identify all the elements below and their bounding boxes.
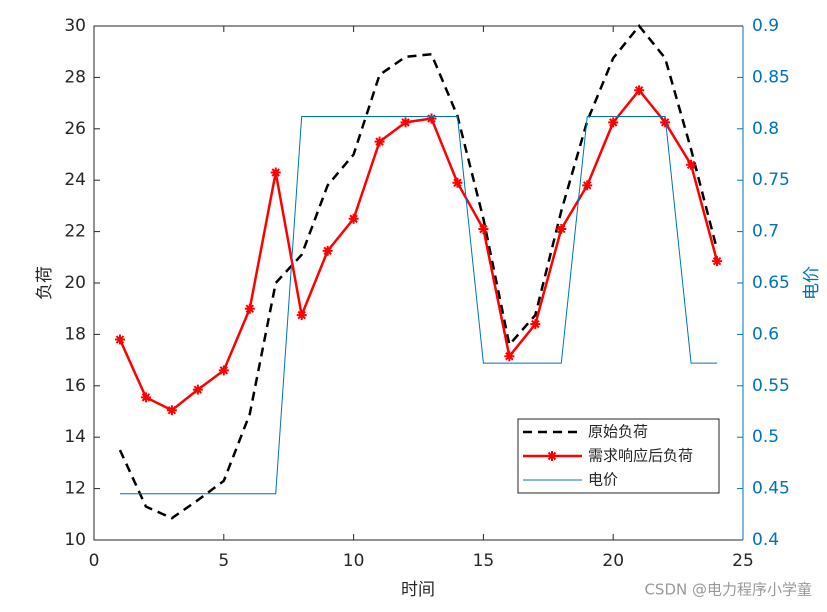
y-axis-label: 负荷 xyxy=(35,266,55,300)
marker xyxy=(530,319,541,330)
watermark: CSDN @电力程序小学童 xyxy=(644,581,812,599)
marker xyxy=(582,180,593,191)
y2-tick-label: 0.45 xyxy=(752,479,790,499)
y-tick-label: 20 xyxy=(64,273,86,293)
y-tick-label: 30 xyxy=(64,16,86,36)
x-axis-label: 时间 xyxy=(401,580,435,600)
y2-tick-label: 0.75 xyxy=(752,170,790,190)
axis-frame xyxy=(93,25,743,541)
marker xyxy=(166,405,177,416)
marker xyxy=(270,167,281,178)
y2-tick-label: 0.8 xyxy=(752,119,779,139)
marker xyxy=(712,256,723,267)
y2-tick-label: 0.7 xyxy=(752,222,779,242)
legend-label: 原始负荷 xyxy=(588,423,648,441)
y2-tick-label: 0.5 xyxy=(752,427,779,447)
marker xyxy=(660,117,671,128)
marker xyxy=(556,224,567,235)
y2-tick-label: 0.9 xyxy=(752,16,779,36)
series-line xyxy=(118,88,719,412)
legend-marker xyxy=(547,451,557,461)
y-tick-label: 16 xyxy=(64,376,86,396)
y-tick-label: 24 xyxy=(64,170,86,190)
y2-tick-label: 0.85 xyxy=(752,67,790,87)
marker xyxy=(634,85,645,96)
marker xyxy=(244,303,255,314)
y-tick-label: 26 xyxy=(64,119,86,139)
y2-axis-label: 电价 xyxy=(802,266,822,300)
legend-label: 需求响应后负荷 xyxy=(588,447,693,465)
y2-tick-label: 0.6 xyxy=(752,324,779,344)
y-tick-label: 28 xyxy=(64,67,86,87)
y-tick-label: 14 xyxy=(64,427,86,447)
y-tick-label: 10 xyxy=(64,530,86,550)
y-tick-label: 22 xyxy=(64,222,86,242)
x-tick-label: 15 xyxy=(473,551,495,571)
marker xyxy=(218,365,229,376)
marker xyxy=(296,310,307,321)
legend-label: 电价 xyxy=(588,471,618,489)
marker xyxy=(322,245,333,256)
marker xyxy=(452,177,463,188)
x-tick-label: 0 xyxy=(89,551,100,571)
marker xyxy=(192,384,203,395)
y2-tick-label: 0.4 xyxy=(752,530,779,550)
y2-tick-label: 0.65 xyxy=(752,273,790,293)
y2-tick-label: 0.55 xyxy=(752,376,790,396)
x-tick-label: 20 xyxy=(602,551,624,571)
marker xyxy=(374,136,385,147)
marker xyxy=(686,159,697,170)
x-tick-label: 25 xyxy=(732,551,754,571)
marker xyxy=(114,334,125,345)
x-tick-label: 5 xyxy=(218,551,229,571)
series-line xyxy=(119,115,718,495)
marker xyxy=(400,117,411,128)
marker xyxy=(426,113,437,124)
y-tick-label: 18 xyxy=(64,324,86,344)
x-tick-label: 10 xyxy=(343,551,365,571)
marker xyxy=(504,351,515,362)
y-tick-label: 12 xyxy=(64,479,86,499)
marker xyxy=(478,224,489,235)
marker xyxy=(348,213,359,224)
marker xyxy=(140,392,151,403)
marker xyxy=(608,117,619,128)
